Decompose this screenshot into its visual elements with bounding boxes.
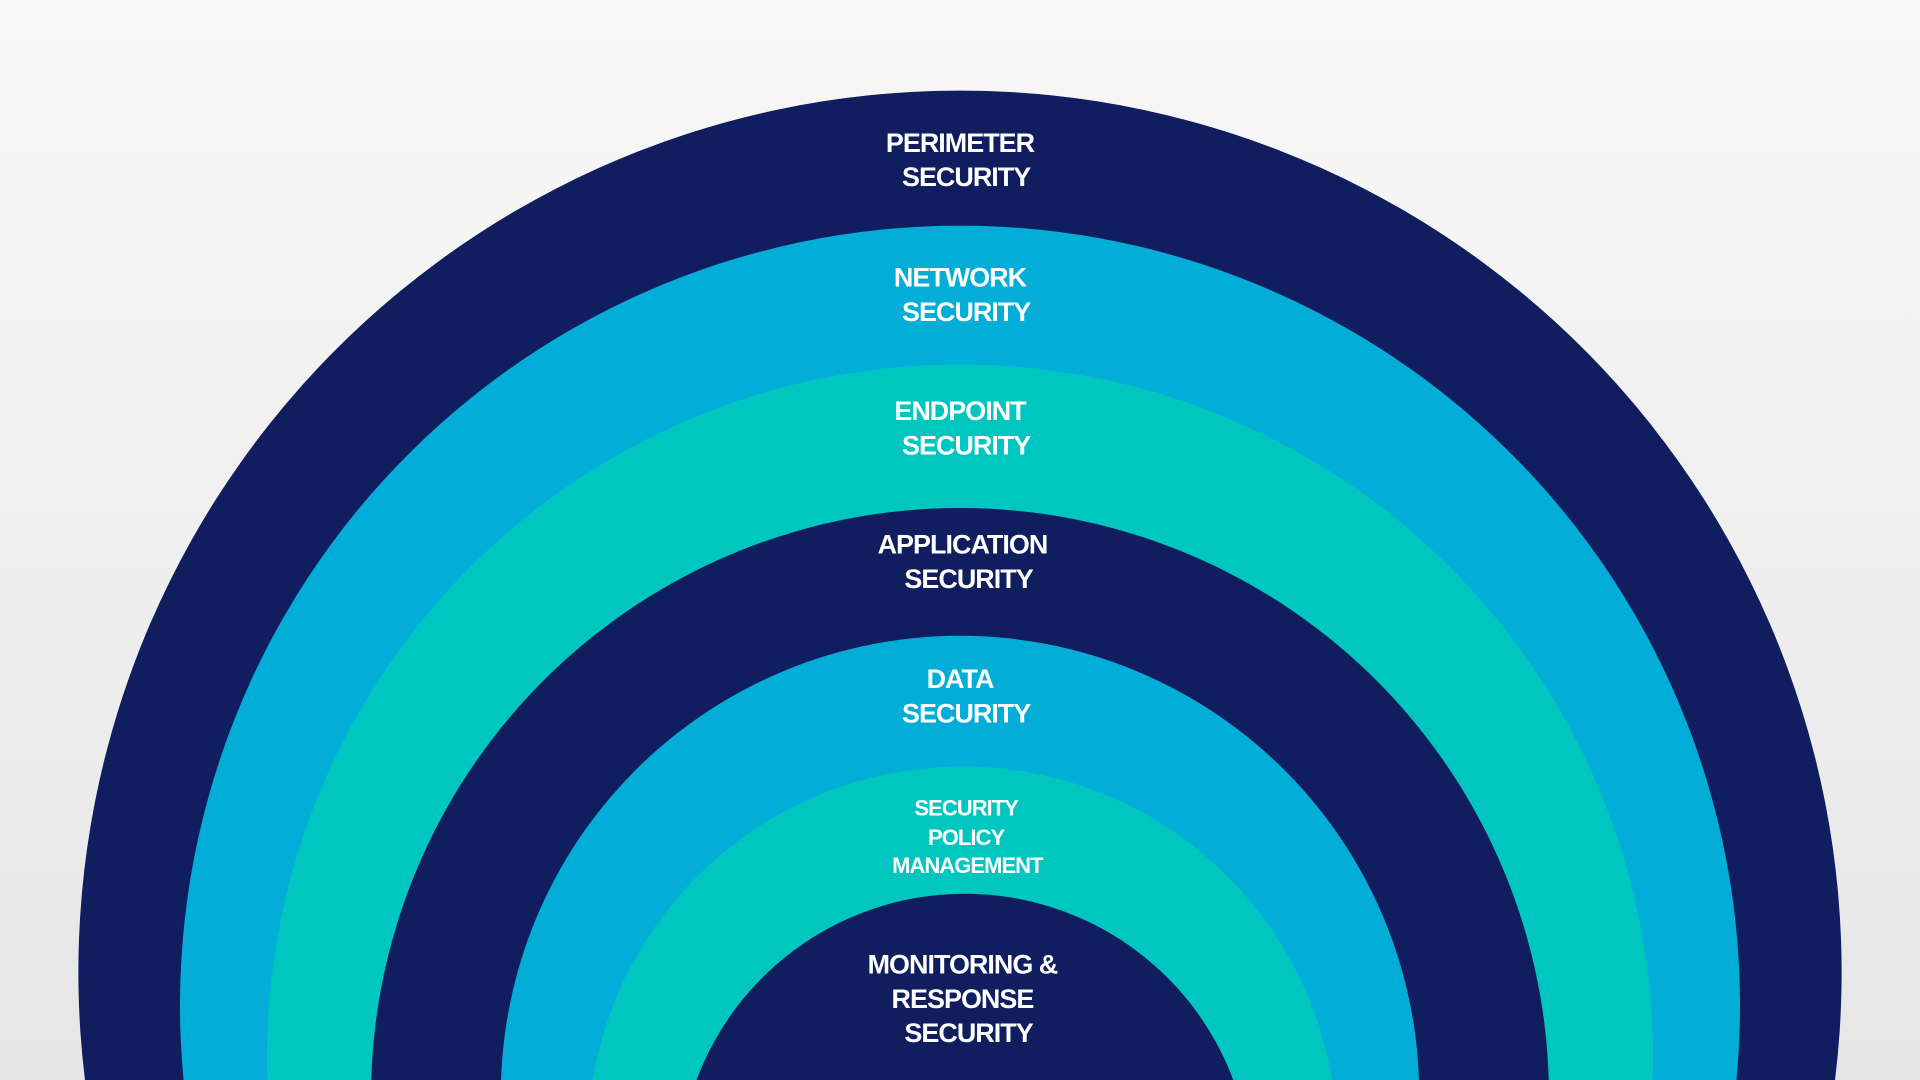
layer-label-data-line1: DATA (927, 664, 994, 694)
layer-label-application-line1: APPLICATION (878, 529, 1048, 559)
layer-label-endpoint-line2: SECURITY (902, 430, 1031, 460)
layer-label-monitoring-line2: RESPONSE (892, 984, 1034, 1014)
layer-label-policy-line1: SECURITY (914, 796, 1019, 821)
layer-label-data-line2: SECURITY (902, 698, 1031, 728)
layer-label-perimeter-line2: SECURITY (902, 162, 1031, 192)
layer-label-application-line2: SECURITY (904, 564, 1033, 594)
layer-label-network-line2: SECURITY (902, 297, 1031, 327)
layer-label-policy-line2: POLICY (928, 825, 1005, 850)
layer-label-network-line1: NETWORK (894, 263, 1028, 293)
layer-label-endpoint-line1: ENDPOINT (894, 396, 1027, 426)
layer-ring-monitoring (696, 893, 1234, 1080)
layer-label-monitoring-line1: MONITORING & (868, 949, 1058, 979)
layer-label-monitoring-line3: SECURITY (904, 1018, 1033, 1048)
layer-label-perimeter-line1: PERIMETER (886, 128, 1035, 158)
layer-label-policy-line3: MANAGEMENT (892, 853, 1044, 878)
